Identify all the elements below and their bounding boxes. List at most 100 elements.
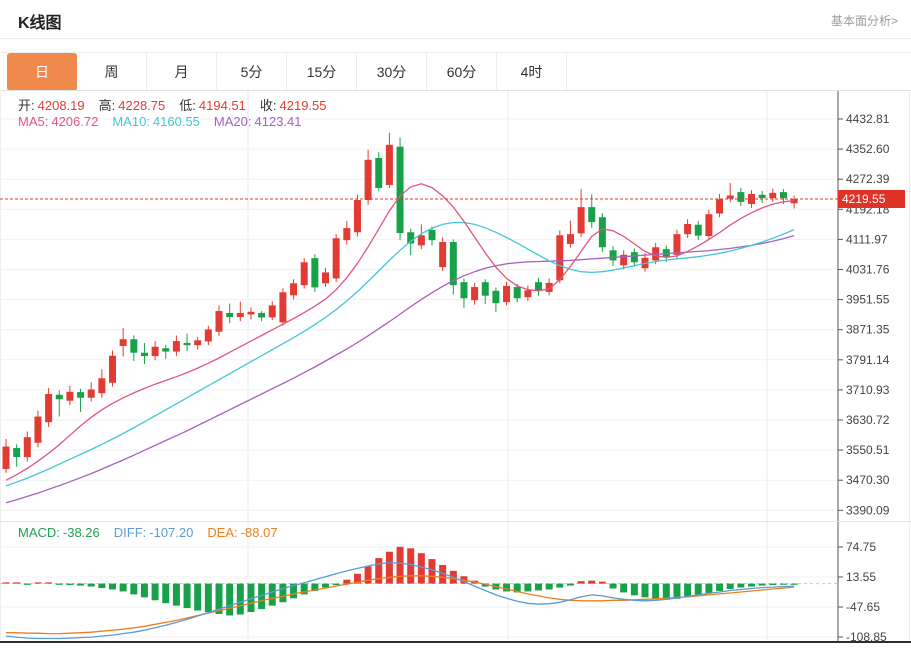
candle-body bbox=[194, 340, 202, 346]
candle-body bbox=[332, 238, 340, 279]
period-tab-3[interactable]: 5分 bbox=[217, 53, 287, 91]
ohlc-item-2: 低: 4194.51 bbox=[179, 95, 246, 114]
macd-hist-bar bbox=[268, 583, 276, 606]
macd-hist-bar bbox=[481, 583, 489, 587]
candle-body bbox=[23, 437, 31, 458]
candle-body bbox=[609, 250, 617, 261]
candle-body bbox=[279, 292, 287, 323]
candle-body bbox=[503, 285, 511, 303]
page-title: K线图 bbox=[18, 15, 62, 32]
period-tab-5[interactable]: 30分 bbox=[357, 53, 427, 91]
macd-hist-bar bbox=[652, 583, 660, 599]
macd-hist-bar bbox=[279, 583, 287, 603]
price-panel-chart[interactable]: 4432.814352.604272.394192.184111.974031.… bbox=[0, 91, 911, 521]
period-tab-7[interactable]: 4时 bbox=[497, 53, 567, 91]
fundamental-analysis-link[interactable]: 基本面分析> bbox=[830, 14, 898, 28]
candle-body bbox=[109, 355, 116, 383]
macd-label: MACD: bbox=[18, 525, 60, 540]
candle-body bbox=[513, 287, 521, 299]
candle-body bbox=[55, 394, 63, 400]
candle-body bbox=[439, 242, 447, 268]
macd-tick-label: -108.85 bbox=[846, 630, 887, 641]
macd-hist-bar bbox=[535, 583, 542, 591]
macd-hist-bar bbox=[172, 583, 180, 606]
price-tick-label: 3871.35 bbox=[846, 323, 890, 337]
macd-hist-bar bbox=[417, 553, 425, 584]
macd-hist-bar bbox=[598, 581, 606, 584]
macd-hist-bar bbox=[641, 583, 649, 598]
candle-body bbox=[545, 282, 553, 292]
macd-hist-bar bbox=[151, 583, 159, 601]
ma-value: 4206.72 bbox=[51, 114, 99, 129]
ohlc-item-0: 开: 4208.19 bbox=[18, 95, 85, 114]
ohlc-label: 开: bbox=[18, 98, 35, 113]
candle-body bbox=[87, 389, 95, 398]
ohlc-item-1: 高: 4228.75 bbox=[99, 95, 166, 114]
macd-hist-bar bbox=[620, 583, 628, 593]
period-tab-0[interactable]: 日 bbox=[7, 53, 77, 91]
candle-body bbox=[2, 446, 10, 470]
macd-hist-bar bbox=[162, 583, 170, 604]
candle-body bbox=[716, 199, 724, 214]
candle-body bbox=[77, 392, 85, 398]
candle-body bbox=[119, 339, 127, 346]
candle-body bbox=[492, 290, 500, 304]
macd-hist-bar bbox=[98, 583, 106, 589]
macd-hist-bar bbox=[428, 559, 436, 584]
price-tick-label: 4352.60 bbox=[846, 142, 890, 156]
price-tick-label: 3710.93 bbox=[846, 383, 890, 397]
page-header: K线图 基本面分析> bbox=[0, 0, 911, 39]
candle-body bbox=[662, 249, 670, 257]
period-tab-6[interactable]: 60分 bbox=[427, 53, 497, 91]
ohlc-value: 4219.55 bbox=[279, 98, 327, 113]
macd-hist-bar bbox=[332, 583, 340, 586]
candle-body bbox=[247, 311, 255, 315]
price-tick-label: 3951.55 bbox=[846, 293, 890, 307]
candle-body bbox=[45, 393, 53, 423]
macd-hist-bar bbox=[545, 583, 553, 590]
macd-hist-bar bbox=[726, 583, 734, 589]
macd-hist-bar bbox=[258, 583, 266, 610]
period-tab-2[interactable]: 月 bbox=[147, 53, 217, 91]
candle-body bbox=[204, 329, 212, 342]
ma-value: 4160.55 bbox=[152, 114, 200, 129]
price-tick-label: 3550.51 bbox=[846, 443, 890, 457]
macd-hist-bar bbox=[662, 583, 670, 600]
price-tick-label: 4111.97 bbox=[846, 232, 888, 246]
ma-value: 4123.41 bbox=[254, 114, 302, 129]
macd-hist-bar bbox=[45, 582, 53, 584]
macd-value: -88.07 bbox=[240, 525, 278, 540]
candle-body bbox=[130, 339, 138, 353]
macd-hist-bar bbox=[119, 583, 127, 592]
macd-hist-bar bbox=[577, 581, 585, 584]
candle-body bbox=[322, 272, 329, 284]
candle-body bbox=[417, 235, 425, 246]
macd-value: -107.20 bbox=[149, 525, 194, 540]
chart-left-border bbox=[0, 90, 1, 641]
candle-body bbox=[364, 159, 372, 200]
macd-hist-bar bbox=[215, 583, 223, 614]
macd-hist-bar bbox=[737, 583, 745, 588]
macd-hist-bar bbox=[748, 583, 755, 587]
macd-hist-bar bbox=[322, 583, 329, 588]
period-tab-1[interactable]: 周 bbox=[77, 53, 147, 91]
period-tab-4[interactable]: 15分 bbox=[287, 53, 357, 91]
candle-body bbox=[140, 352, 148, 357]
candle-body bbox=[737, 192, 745, 202]
macd-value: -38.26 bbox=[62, 525, 100, 540]
candle-body bbox=[566, 234, 574, 244]
candle-body bbox=[769, 192, 777, 199]
chart-right-border bbox=[909, 90, 910, 641]
candle-body bbox=[673, 234, 681, 255]
macd-hist-bar bbox=[524, 583, 532, 592]
macd-panel-chart[interactable]: 74.75 13.55 -47.65 -108.85 bbox=[0, 522, 911, 641]
candle-body bbox=[705, 214, 713, 237]
chart-top-border bbox=[0, 90, 911, 91]
candle-body bbox=[311, 258, 319, 288]
macd-hist-bar bbox=[375, 558, 383, 584]
ohlc-value: 4194.51 bbox=[198, 98, 246, 113]
ma-item-2: MA20: 4123.41 bbox=[214, 114, 302, 129]
macd-hist-bar bbox=[705, 583, 713, 593]
macd-hist-bar bbox=[769, 583, 777, 586]
macd-hist-bar bbox=[385, 551, 393, 584]
